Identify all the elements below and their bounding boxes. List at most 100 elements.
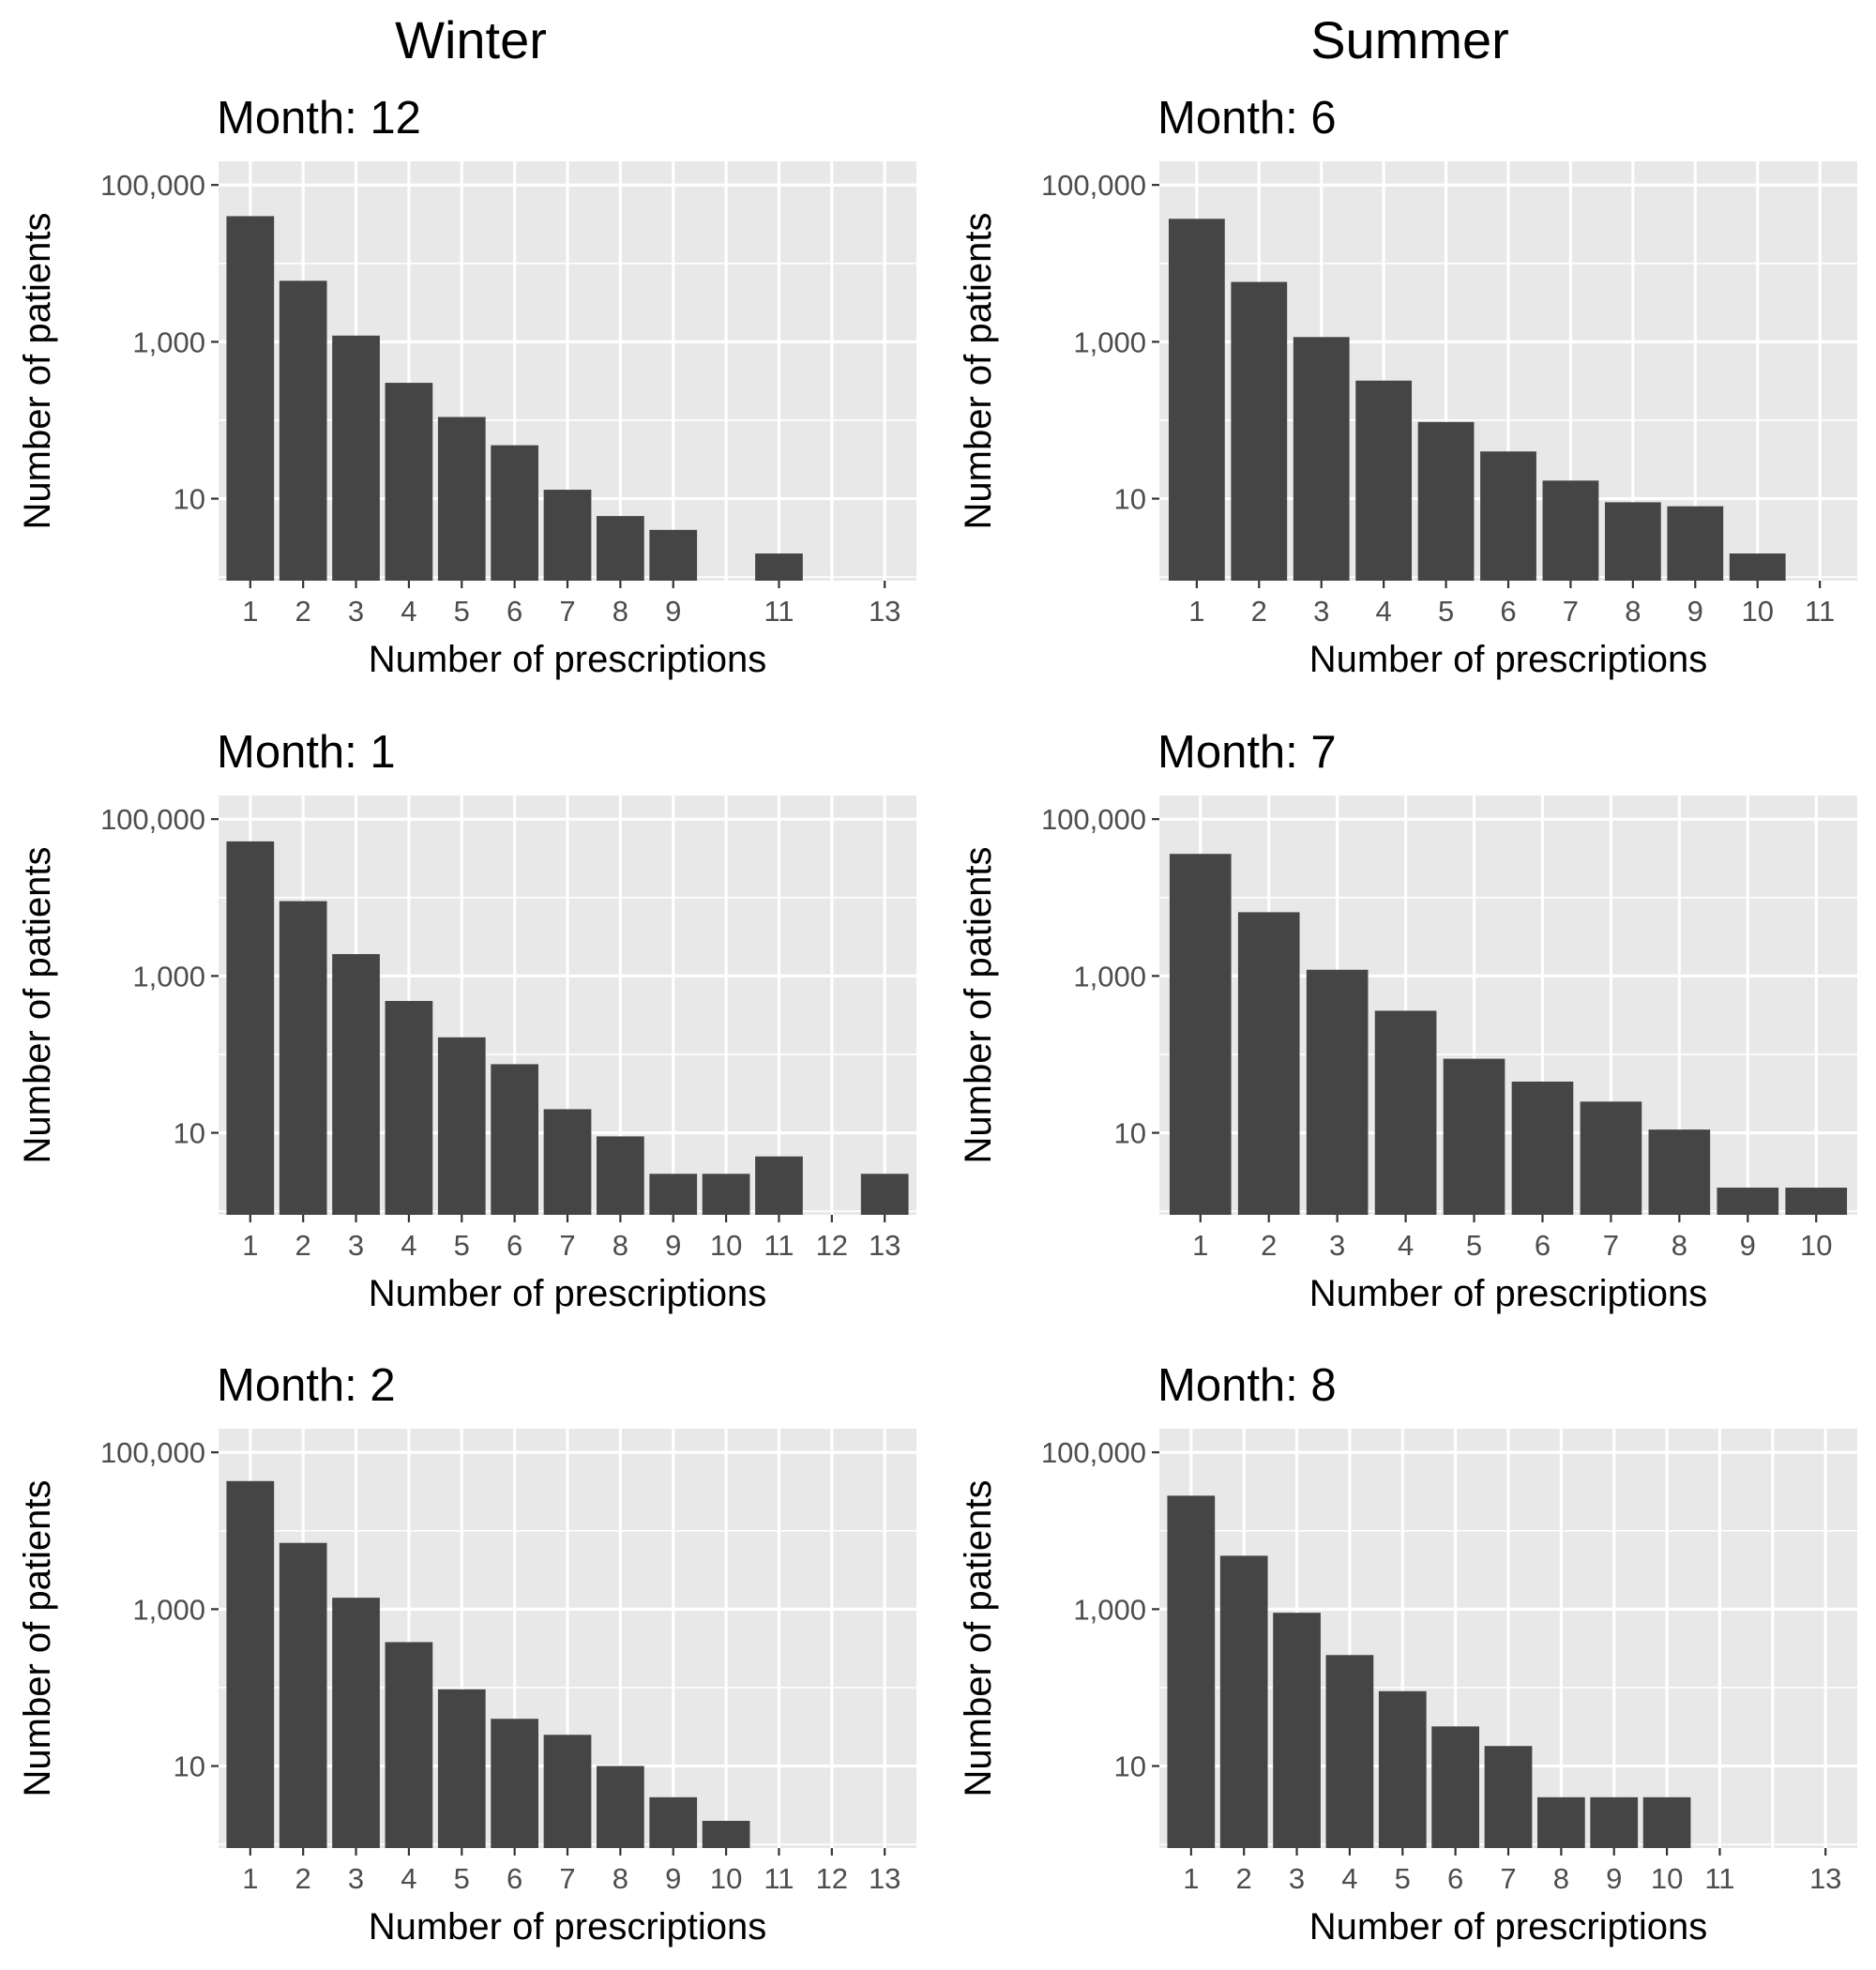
x-tick-label: 11 (764, 1229, 794, 1262)
x-tick-label: 8 (1625, 595, 1641, 628)
x-tick-label: 11 (764, 1862, 794, 1895)
bar-6 (491, 1064, 538, 1215)
x-tick-label: 11 (1805, 595, 1835, 628)
bar-10 (1729, 553, 1786, 581)
x-tick-label: 6 (1500, 595, 1516, 628)
bar-6 (491, 445, 538, 581)
x-tick-label: 9 (665, 595, 681, 628)
bar-8 (597, 516, 644, 581)
x-tick-label: 12 (816, 1862, 848, 1895)
x-tick-label: 6 (507, 595, 522, 628)
bar-7 (1542, 480, 1599, 581)
y-tick-label: 10 (174, 1750, 205, 1783)
bar-13 (860, 1174, 909, 1215)
bar-5 (437, 1037, 486, 1215)
x-tick-label: 4 (401, 1229, 416, 1262)
y-tick-label: 100,000 (100, 803, 205, 836)
x-tick-label: 11 (1704, 1862, 1734, 1895)
x-tick-label: 3 (348, 595, 364, 628)
x-axis-title: Number of prescriptions (369, 1906, 767, 1947)
bar-5 (1443, 1058, 1505, 1215)
bar-3 (332, 335, 380, 581)
bar-4 (1374, 1010, 1437, 1215)
x-tick-label: 4 (401, 595, 416, 628)
bar-2 (279, 1542, 327, 1848)
panel-6: Month: 8 10 1,000 100,000 1 2 3 4 5 6 7 8 9 10 11 13 Num… (958, 1360, 1857, 1947)
x-tick-label: 7 (559, 1229, 575, 1262)
y-tick-label: 1,000 (132, 1593, 205, 1626)
x-tick-label: 10 (1800, 1229, 1832, 1262)
bar-7 (543, 490, 592, 581)
bar-2 (1237, 912, 1300, 1215)
y-tick-label: 1,000 (1073, 960, 1146, 993)
x-tick-label: 1 (1192, 1229, 1208, 1262)
x-tick-label: 8 (613, 1229, 628, 1262)
bar-2 (1219, 1555, 1268, 1848)
bar-11 (755, 1156, 803, 1215)
bar-4 (385, 1642, 433, 1848)
x-tick-label: 8 (1553, 1862, 1569, 1895)
bar-10 (702, 1174, 750, 1215)
bar-5 (437, 417, 486, 581)
bar-6 (1511, 1081, 1574, 1215)
bar-9 (649, 1174, 698, 1215)
y-axis-title: Number of patients (958, 213, 999, 530)
bar-3 (332, 1598, 380, 1848)
bar-6 (1480, 451, 1536, 581)
x-tick-label: 9 (1740, 1229, 1756, 1262)
x-tick-label: 7 (559, 595, 575, 628)
bar-8 (1648, 1129, 1711, 1215)
x-tick-label: 5 (1395, 1862, 1411, 1895)
x-tick-label: 6 (1447, 1862, 1463, 1895)
x-tick-label: 7 (1500, 1862, 1516, 1895)
bar-7 (1484, 1746, 1533, 1848)
bar-3 (1293, 337, 1350, 581)
y-tick-label: 100,000 (1041, 803, 1146, 836)
bar-3 (332, 954, 380, 1215)
bar-9 (649, 1796, 698, 1848)
x-tick-label: 2 (295, 595, 311, 628)
bar-9 (1717, 1188, 1779, 1215)
x-tick-label: 7 (559, 1862, 575, 1895)
x-tick-label: 6 (507, 1229, 522, 1262)
x-tick-label: 10 (710, 1862, 742, 1895)
x-tick-label: 13 (1809, 1862, 1841, 1895)
panel-title: Month: 8 (1157, 1360, 1337, 1411)
x-tick-label: 5 (454, 595, 470, 628)
bar-5 (1378, 1690, 1427, 1848)
panel-title: Month: 12 (217, 93, 421, 144)
y-tick-label: 100,000 (100, 169, 205, 202)
bar-10 (1642, 1796, 1691, 1848)
x-tick-label: 4 (1376, 595, 1392, 628)
y-axis-title: Number of patients (17, 847, 58, 1164)
bar-1 (226, 216, 275, 582)
x-tick-label: 1 (1188, 595, 1204, 628)
x-tick-label: 10 (710, 1229, 742, 1262)
y-tick-label: 10 (1114, 1750, 1146, 1783)
bar-1 (1168, 219, 1225, 581)
x-tick-label: 4 (401, 1862, 416, 1895)
bar-5 (1417, 421, 1475, 581)
y-tick-label: 10 (1114, 483, 1146, 516)
x-tick-label: 9 (1687, 595, 1703, 628)
x-tick-label: 3 (348, 1229, 364, 1262)
x-tick-label: 6 (1535, 1229, 1551, 1262)
panel-2: Month: 6 10 1,000 100,000 1 2 3 4 5 6 7 8 9 10 11 Numbe… (958, 93, 1857, 680)
bar-8 (1537, 1796, 1585, 1848)
x-tick-label: 3 (1329, 1229, 1345, 1262)
bar-4 (385, 1001, 433, 1215)
x-tick-label: 5 (454, 1862, 470, 1895)
x-tick-label: 2 (1236, 1862, 1252, 1895)
bar-8 (1604, 502, 1661, 581)
panel-title: Month: 2 (217, 1360, 396, 1411)
bar-2 (279, 901, 327, 1215)
x-tick-label: 2 (295, 1862, 311, 1895)
x-tick-label: 8 (613, 595, 628, 628)
x-tick-label: 8 (613, 1862, 628, 1895)
x-tick-label: 6 (507, 1862, 522, 1895)
panel-title: Month: 6 (1157, 93, 1337, 144)
bar-7 (1580, 1101, 1642, 1215)
bar-8 (597, 1136, 644, 1215)
